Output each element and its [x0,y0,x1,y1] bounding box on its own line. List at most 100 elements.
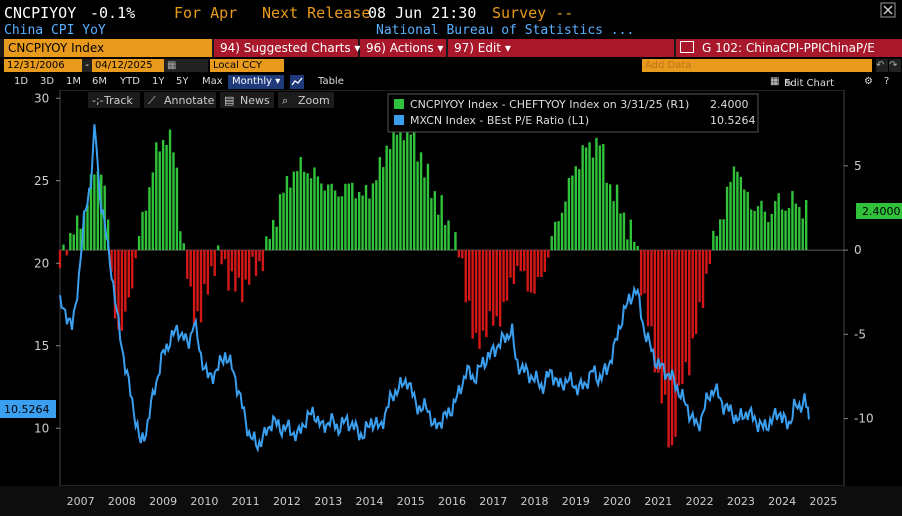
edit-chart-label: Edit Chart [784,78,835,89]
bar [196,250,199,312]
chart-title-bar[interactable]: G 102: ChinaCPI-PPIChinaP/E [676,39,902,57]
right-last-value: 2.4000 [862,205,901,218]
bar [481,250,485,331]
bar [557,221,560,251]
left-last-value: 10.5264 [4,403,50,416]
x-tick-label: 2014 [355,495,383,508]
bar [670,250,674,446]
currency-select[interactable]: Local CCY [210,59,284,72]
track-icon: -;- [92,94,104,107]
bar [330,183,333,251]
bar [698,250,701,303]
bar [598,145,602,251]
bar [633,241,636,251]
bar [227,250,230,291]
x-axis-band [0,486,902,516]
bar [234,250,237,292]
tab-table[interactable]: Table [318,76,344,87]
tab-1y[interactable]: 1Y [152,76,165,87]
add-data-field[interactable]: Add Data [642,59,872,72]
bar [605,182,608,251]
bar [247,250,251,285]
end-date-field[interactable]: 04/12/2025 [92,59,164,72]
bar [161,139,165,251]
x-tick-label: 2020 [603,495,631,508]
bar [75,215,79,251]
bar [526,250,529,292]
bar [691,250,694,339]
bar [375,180,378,251]
right-last-value-badge [856,203,902,219]
news-button[interactable] [220,92,274,108]
tab-max[interactable]: Max [202,76,223,87]
bar [106,219,110,251]
annotate-button[interactable] [144,92,216,108]
bar [230,250,234,272]
tab-1m[interactable]: 1M [66,76,81,87]
bar [595,137,598,251]
bar [261,250,265,272]
data-source: National Bureau of Statistics ... [376,23,635,38]
bar [220,250,223,265]
start-date-field[interactable]: 12/31/2006 [4,59,82,72]
tab-5y[interactable]: 5Y [176,76,189,87]
bar [485,250,488,338]
bar [681,250,684,384]
help-icon[interactable]: ? [884,76,890,87]
bar [646,250,650,327]
tab-3d[interactable]: 3D [40,76,55,87]
suggested-charts-button[interactable]: 94) Suggested Charts ▾ [214,39,360,57]
bar [237,250,241,278]
bar [378,157,381,251]
bar [774,201,777,251]
launch-icon[interactable] [680,41,694,53]
line-chart-icon[interactable] [290,75,304,89]
right-axis: -10 -5 0 5 [844,159,874,426]
bar [450,249,454,251]
bar [271,219,275,251]
bar [701,250,705,309]
tab-ytd[interactable]: YTD [120,76,140,87]
plot-area[interactable] [59,90,845,487]
bar [141,211,144,251]
bar [244,250,247,280]
chart-toolbar: -;- Track ⟋ Annotate ▤ News ⌕ Zoom [88,92,334,108]
left-tick-label: 15 [34,339,49,353]
close-icon[interactable] [880,2,896,22]
bar [798,207,801,251]
pencil-icon: ✎ [784,78,793,89]
track-button[interactable] [88,92,140,108]
zoom-button[interactable] [278,92,334,108]
edit-button[interactable]: 97) Edit ▾ [448,39,674,57]
tab-6m[interactable]: 6M [92,76,107,87]
bar [512,250,516,285]
undo-icon[interactable]: ↶ [876,59,888,72]
redo-icon[interactable]: ↷ [889,59,901,72]
bar [62,244,65,251]
actions-button[interactable]: 96) Actions ▾ [360,39,446,57]
frequency-select[interactable]: Monthly ▾ [228,75,285,89]
bar [626,239,629,251]
tab-1d[interactable]: 1D [14,76,29,87]
bar [461,250,464,259]
bar [124,250,127,312]
bar [327,184,330,251]
bar [636,246,639,251]
bar [615,184,619,251]
bar [179,231,182,251]
bar [443,225,447,251]
gear-icon[interactable]: ⚙ [864,76,873,87]
security-field[interactable]: CNCPIYOY Index [4,39,212,57]
bar [399,121,402,251]
bar [478,250,481,349]
bar [777,193,780,251]
table-icon[interactable]: ▦ [770,76,780,87]
bar [189,250,192,287]
menu-bar: CNCPIYOY Index 94) Suggested Charts ▾ 96… [0,39,902,57]
bar [65,250,69,256]
calendar-icon[interactable]: ▦ [164,59,208,72]
bar [588,142,591,251]
bar [361,195,364,251]
x-axis: 2007 2008 2009 2010 2011 2012 2013 2014 2015 2016… [0,486,902,516]
